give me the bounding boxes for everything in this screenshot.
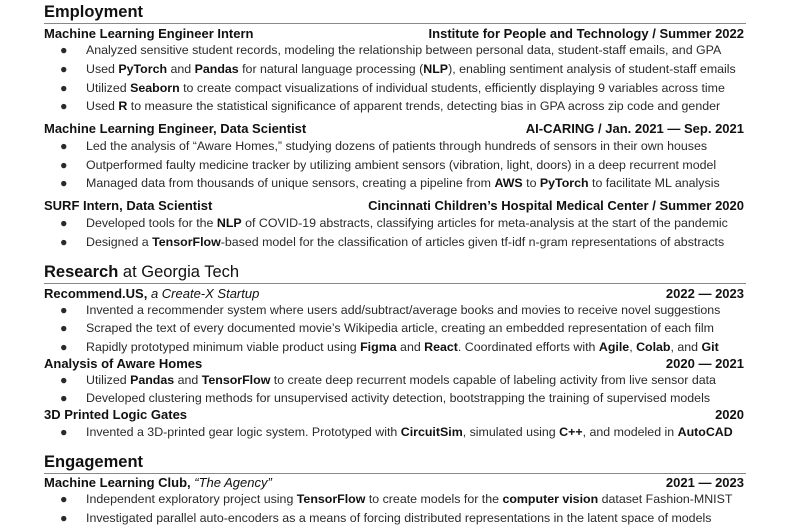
bullet-dot-icon: ●	[60, 139, 68, 153]
skill-keyword: TensorFlow	[152, 235, 221, 249]
skill-keyword: Git	[701, 340, 719, 354]
entry-role: Recommend.US,	[44, 286, 148, 301]
entry-role: 3D Printed Logic Gates	[44, 407, 188, 422]
entry-org: AI-CARING	[525, 121, 595, 136]
skill-keyword: Seaborn	[130, 81, 180, 95]
skill-keyword: Pandas	[130, 373, 175, 387]
entry-subtitle: a Create-X Startup	[150, 286, 260, 301]
skill-keyword: AutoCAD	[677, 425, 733, 439]
section-title-engagement: Engagement	[44, 453, 144, 471]
entry-org: Institute for People and Technology	[428, 26, 649, 41]
bullet-item: ● Designed a TensorFlow-based model for t…	[60, 235, 725, 249]
bullet-dot-icon: ●	[60, 303, 68, 317]
section-title-research: Research at Georgia Tech	[44, 263, 240, 281]
section-title-employment: Employment	[44, 3, 144, 21]
bullet-dot-icon: ●	[60, 216, 68, 230]
entry-dates: 2020	[715, 407, 744, 422]
entry-header: Recommend.US, a Create-X Startup 2022 — …	[44, 286, 744, 302]
skill-keyword: PyTorch	[539, 176, 589, 190]
bullet-item: ● Developed clustering methods for unsupe…	[60, 391, 711, 405]
bullet-item: ● Developed tools for the NLP of COVID-19…	[60, 216, 728, 230]
bullet-dot-icon: ●	[60, 340, 68, 354]
bullet-dot-icon: ●	[60, 492, 68, 506]
bullet-item: ● Invented a 3D-printed gear logic system…	[60, 425, 733, 439]
skill-keyword: NLP	[423, 62, 449, 76]
skill-keyword: Figma	[360, 340, 397, 354]
skill-keyword: NLP	[216, 216, 242, 230]
entry-dates: Summer 2020	[659, 198, 744, 213]
bullet-dot-icon: ●	[60, 99, 68, 113]
section-rule	[44, 23, 746, 24]
entry-header: Machine Learning Club, “The Agency” 2021…	[44, 475, 744, 491]
bullet-item: ● Managed data from thousands of unique s…	[60, 176, 720, 190]
bullet-item: ● Outperformed faulty medicine tracker by…	[60, 158, 717, 172]
entry-dates: Jan. 2021 — Sep. 2021	[605, 121, 744, 136]
bullet-item: ● Led the analysis of “Aware Homes,” stud…	[60, 139, 708, 153]
skill-keyword: TensorFlow	[296, 492, 366, 506]
bullet-dot-icon: ●	[60, 321, 68, 335]
entry-subtitle: “The Agency”	[194, 475, 272, 490]
skill-keyword: R	[118, 99, 128, 113]
bullet-item: ● Used R to measure the statistical signi…	[60, 99, 721, 113]
section-rule	[44, 283, 746, 284]
skill-keyword: PyTorch	[118, 62, 168, 76]
skill-keyword: Colab	[636, 340, 671, 354]
skill-keyword: TensorFlow	[201, 373, 271, 387]
skill-keyword: AWS	[494, 176, 523, 190]
entry-dates: Summer 2022	[659, 26, 744, 41]
entry-role: SURF Intern, Data Scientist	[44, 198, 213, 213]
entry-header: SURF Intern, Data Scientist Cincinnati C…	[44, 198, 744, 213]
bullet-item: ● Invented a recommender system where use…	[60, 303, 721, 317]
bullet-dot-icon: ●	[60, 511, 68, 525]
entry-dates: 2021 — 2023	[665, 475, 744, 490]
entry-header: Machine Learning Engineer, Data Scientis…	[44, 121, 744, 136]
bullet-dot-icon: ●	[60, 235, 68, 249]
entry-org: Cincinnati Children’s Hospital Medical C…	[368, 198, 649, 213]
bullet-dot-icon: ●	[60, 81, 68, 95]
bullet-item: ● Utilized Seaborn to create compact visu…	[60, 81, 725, 95]
skill-keyword: Agile	[598, 340, 630, 354]
bullet-item: ● Used PyTorch and Pandas for natural lan…	[60, 62, 736, 76]
bullet-item: ● Rapidly prototyped minimum viable produ…	[60, 340, 719, 354]
entry-header: 3D Printed Logic Gates 2020	[44, 407, 744, 423]
bullet-item: ● Analyzed sensitive student records, mod…	[60, 43, 722, 57]
entry-role: Machine Learning Engineer, Data Scientis…	[44, 121, 307, 136]
skill-keyword: computer vision	[502, 492, 599, 506]
section-rule	[44, 473, 746, 474]
skill-keyword: React	[424, 340, 458, 354]
skill-keyword: CircuitSim	[400, 425, 463, 439]
bullet-dot-icon: ●	[60, 176, 68, 190]
skill-keyword: Pandas	[194, 62, 239, 76]
bullet-item: ● Scraped the text of every documented mo…	[60, 321, 714, 335]
entry-dates: 2020 — 2021	[665, 356, 744, 371]
bullet-dot-icon: ●	[60, 62, 68, 76]
skill-keyword: C++	[559, 425, 583, 439]
bullet-item: ● Independent exploratory project using T…	[60, 492, 733, 506]
entry-header: Analysis of Aware Homes 2020 — 2021	[44, 356, 744, 372]
bullet-item: ● Utilized Pandas and TensorFlow to creat…	[60, 373, 716, 387]
entry-role: Machine Learning Engineer Intern	[44, 26, 254, 41]
bullet-item: ● Investigated parallel auto-encoders as …	[60, 511, 712, 525]
bullet-dot-icon: ●	[60, 158, 68, 172]
bullet-dot-icon: ●	[60, 391, 68, 405]
entry-role: Analysis of Aware Homes	[44, 356, 203, 371]
entry-role: Machine Learning Club,	[44, 475, 191, 490]
bullet-dot-icon: ●	[60, 425, 68, 439]
bullet-dot-icon: ●	[60, 373, 68, 387]
entry-dates: 2022 — 2023	[665, 286, 744, 301]
entry-header: Machine Learning Engineer Intern Institu…	[44, 26, 744, 41]
bullet-dot-icon: ●	[60, 43, 68, 57]
